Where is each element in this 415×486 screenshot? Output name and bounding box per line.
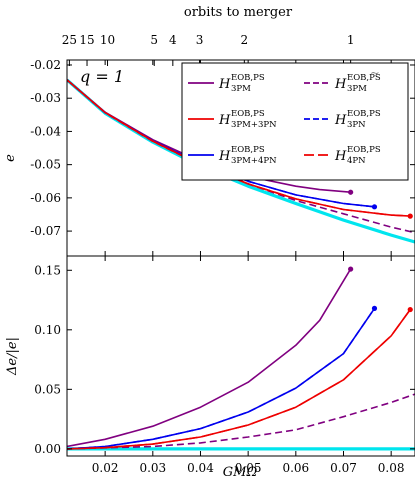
- x-axis-title: GMΩ: [223, 465, 258, 480]
- legend-sup-3pm4pn: EOB,PS: [231, 145, 265, 155]
- top-ytick-label: -0.07: [30, 224, 61, 238]
- legend-sub-3pm4pn: 3PM+4PN: [231, 156, 277, 166]
- bottom-series-3pm4pn: [67, 307, 376, 450]
- top-panel-series: [67, 78, 415, 244]
- top-end-marker-3pm: [348, 189, 354, 195]
- top-axis-tick-label: 4: [169, 33, 177, 47]
- bottom-panel-ylabel: Δe/|e|: [5, 337, 20, 376]
- bottom-ytick-label: 0.05: [34, 382, 61, 396]
- legend-sub-3pn: 3PN: [347, 120, 366, 130]
- legend-label-3pm_tilde: H: [334, 77, 347, 92]
- bottom-series-4pn: [67, 309, 411, 450]
- top-end-marker-3pm4pn: [371, 204, 378, 210]
- q-annotation: q = 1: [80, 67, 124, 86]
- legend-box: [181, 62, 409, 181]
- top-axis-tick-label: 5: [150, 33, 158, 47]
- x-tick-label: 0.06: [282, 461, 309, 475]
- bottom-end-marker-3pm4pn: [371, 305, 378, 311]
- bottom-panel-frame: [66, 255, 415, 457]
- legend-sup-3pm: EOB,PS: [231, 73, 265, 83]
- top-end-marker-3pm3pn: [407, 213, 413, 219]
- legend-sub-3pm3pn: 3PM+3PN: [231, 120, 277, 130]
- top-panel-ylabel: e: [3, 154, 18, 162]
- top-ytick-label: -0.02: [30, 58, 61, 72]
- bottom-series-3pn: [67, 307, 376, 450]
- legend-sub-3pm: 3PM: [231, 84, 251, 94]
- legend-label-3pm: H: [218, 77, 231, 92]
- top-axis-title: orbits to merger: [184, 5, 293, 20]
- top-axis-tick-label: 15: [79, 33, 94, 47]
- legend-label-4pn: H: [334, 149, 347, 164]
- bottom-end-marker-3pm3pn: [407, 306, 413, 313]
- bottom-ytick-label: 0.15: [34, 263, 61, 277]
- legend-label-3pm3pn: H: [218, 113, 231, 128]
- bottom-panel: 0.000.050.100.15 0.02 0.03 0.04 0.05 0.06 0.0…: [5, 255, 415, 475]
- x-tick-label: 0.03: [139, 461, 166, 475]
- bottom-panel-x-ticks: 0.02 0.03 0.04 0.05 0.06 0.07 0.08: [92, 256, 405, 475]
- top-axis-tick-label: 3: [196, 33, 204, 47]
- x-tick-label: 0.05: [235, 461, 262, 475]
- top-axis-ticks: 25 15 10 5 4 3 2 1: [62, 33, 355, 66]
- top-axis-tick-label: 25: [62, 33, 77, 47]
- legend-label-3pn: H: [334, 113, 347, 128]
- bottom-end-marker-3pm: [348, 266, 354, 272]
- top-axis-tick-label: 2: [241, 33, 249, 47]
- legend-sub-3pm_tilde: 3PM: [347, 84, 367, 94]
- top-ytick-label: -0.03: [30, 91, 61, 105]
- bottom-panel-y-ticks: 0.00 0.05 0.10 0.15: [34, 263, 415, 456]
- top-series-4pn: [67, 79, 411, 217]
- legend-label-3pm4pn: H: [218, 149, 231, 164]
- bottom-panel-end-markers: [348, 266, 413, 313]
- top-axis-tick-label: 10: [100, 33, 115, 47]
- x-tick-label: 0.04: [187, 461, 214, 475]
- top-panel-y-ticks: -0.02 -0.03 -0.04 -0.05 -0.06 -0.07: [30, 58, 415, 238]
- top-panel-end-markers: [348, 189, 413, 219]
- legend-sup-4pn: EOB,PS: [347, 145, 381, 155]
- legend-sup-3pm3pn: EOB,PS: [231, 109, 265, 119]
- bottom-series-3pm: [67, 268, 352, 448]
- bottom-series-3pm_tilde: [67, 393, 415, 450]
- legend-sup-3pm_tilde: EOB,P͠S: [347, 71, 381, 83]
- legend-sup-3pn: EOB,PS: [347, 109, 381, 119]
- top-ytick-label: -0.04: [30, 124, 61, 138]
- top-panel: -0.02 -0.03 -0.04 -0.05 -0.06 -0.07 q = 1 e H…: [3, 58, 415, 257]
- top-axis-tick-label: 1: [347, 33, 355, 47]
- bottom-panel-series: [67, 268, 415, 451]
- legend-sub-4pn: 4PN: [347, 156, 366, 166]
- x-tick-label: 0.08: [378, 461, 405, 475]
- top-ytick-label: -0.06: [30, 191, 61, 205]
- top-ytick-label: -0.05: [30, 158, 61, 172]
- bottom-ytick-label: 0.10: [34, 323, 61, 337]
- bottom-ytick-label: 0.00: [34, 442, 61, 456]
- x-tick-label: 0.02: [92, 461, 119, 475]
- x-tick-label: 0.07: [330, 461, 357, 475]
